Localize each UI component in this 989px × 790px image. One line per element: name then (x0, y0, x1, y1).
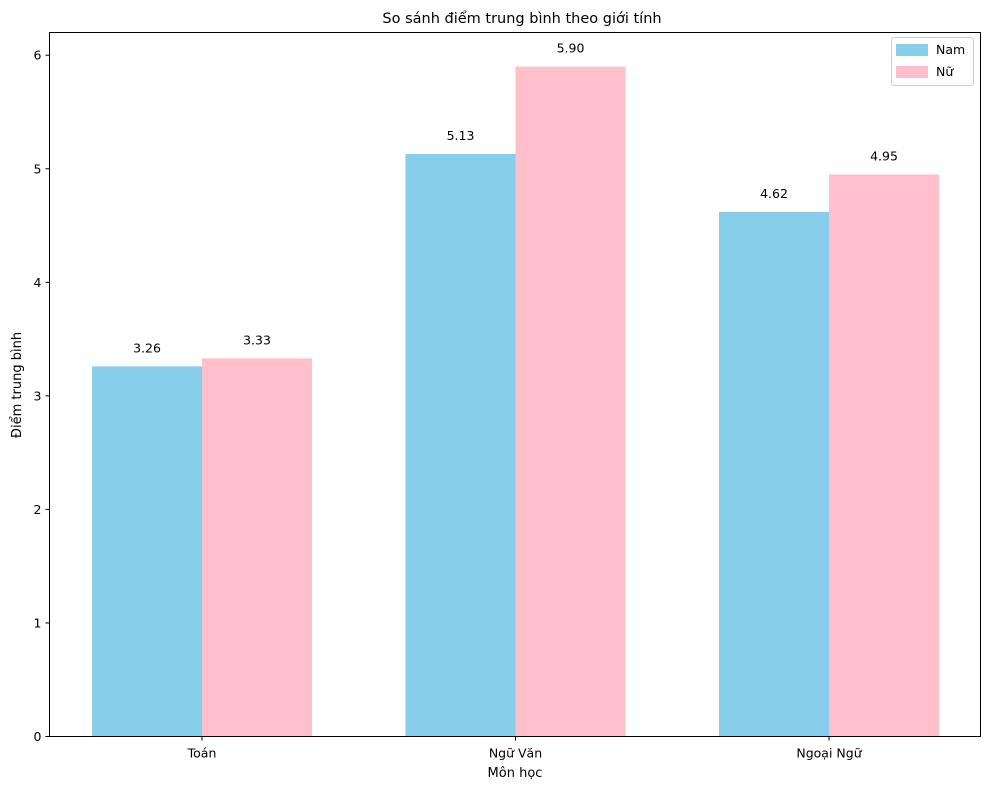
x-axis: Toán Ngữ Văn Ngoại Ngữ (187, 736, 863, 761)
y-tick-label-1: 1 (34, 615, 42, 630)
y-tick-label-2: 2 (34, 502, 42, 517)
bar-series-2-category-2 (515, 66, 626, 737)
x-axis-label: Môn học (488, 766, 543, 781)
bar-series-2-category-1 (202, 358, 312, 737)
x-tick-label-2: Ngoại Ngữ (796, 746, 862, 761)
legend-swatch-nu (896, 66, 928, 78)
bars-layer (92, 66, 939, 737)
x-tick-label-0: Toán (187, 746, 217, 761)
bar-series-1-category-2 (405, 153, 516, 737)
legend-swatch-nam (896, 44, 928, 56)
legend-label-nu: Nữ (936, 64, 954, 79)
y-tick-label-3: 3 (34, 388, 42, 403)
data-label-series-2-category-2: 5.90 (557, 41, 585, 56)
y-axis-label: Điểm trung bình (10, 332, 25, 438)
data-label-series-1-category-2: 5.13 (447, 128, 475, 143)
plot-frame (49, 32, 981, 737)
bar-series-2-category-3 (829, 174, 939, 737)
data-label-series-2-category-3: 4.95 (870, 148, 898, 163)
legend-label-nam: Nam (936, 42, 965, 57)
x-tick-label-1: Ngữ Văn (489, 746, 542, 761)
value-labels-layer: 3.26 5.13 4.62 3.33 5.90 4.95 (133, 41, 898, 356)
y-tick-label-4: 4 (34, 275, 42, 290)
bar-series-1-category-3 (719, 211, 829, 737)
y-tick-label-0: 0 (34, 729, 42, 744)
data-label-series-2-category-1: 3.33 (243, 332, 271, 347)
y-tick-label-6: 6 (34, 48, 42, 63)
data-label-series-1-category-1: 3.26 (133, 340, 161, 355)
data-label-series-1-category-3: 4.62 (760, 186, 788, 201)
legend: Nam Nữ (891, 37, 974, 86)
y-axis: 0 1 2 3 4 5 6 (34, 48, 50, 744)
bar-series-1-category-1 (92, 366, 202, 737)
y-tick-label-5: 5 (34, 161, 42, 176)
chart-title: So sánh điểm trung bình theo giới tính (382, 10, 661, 27)
